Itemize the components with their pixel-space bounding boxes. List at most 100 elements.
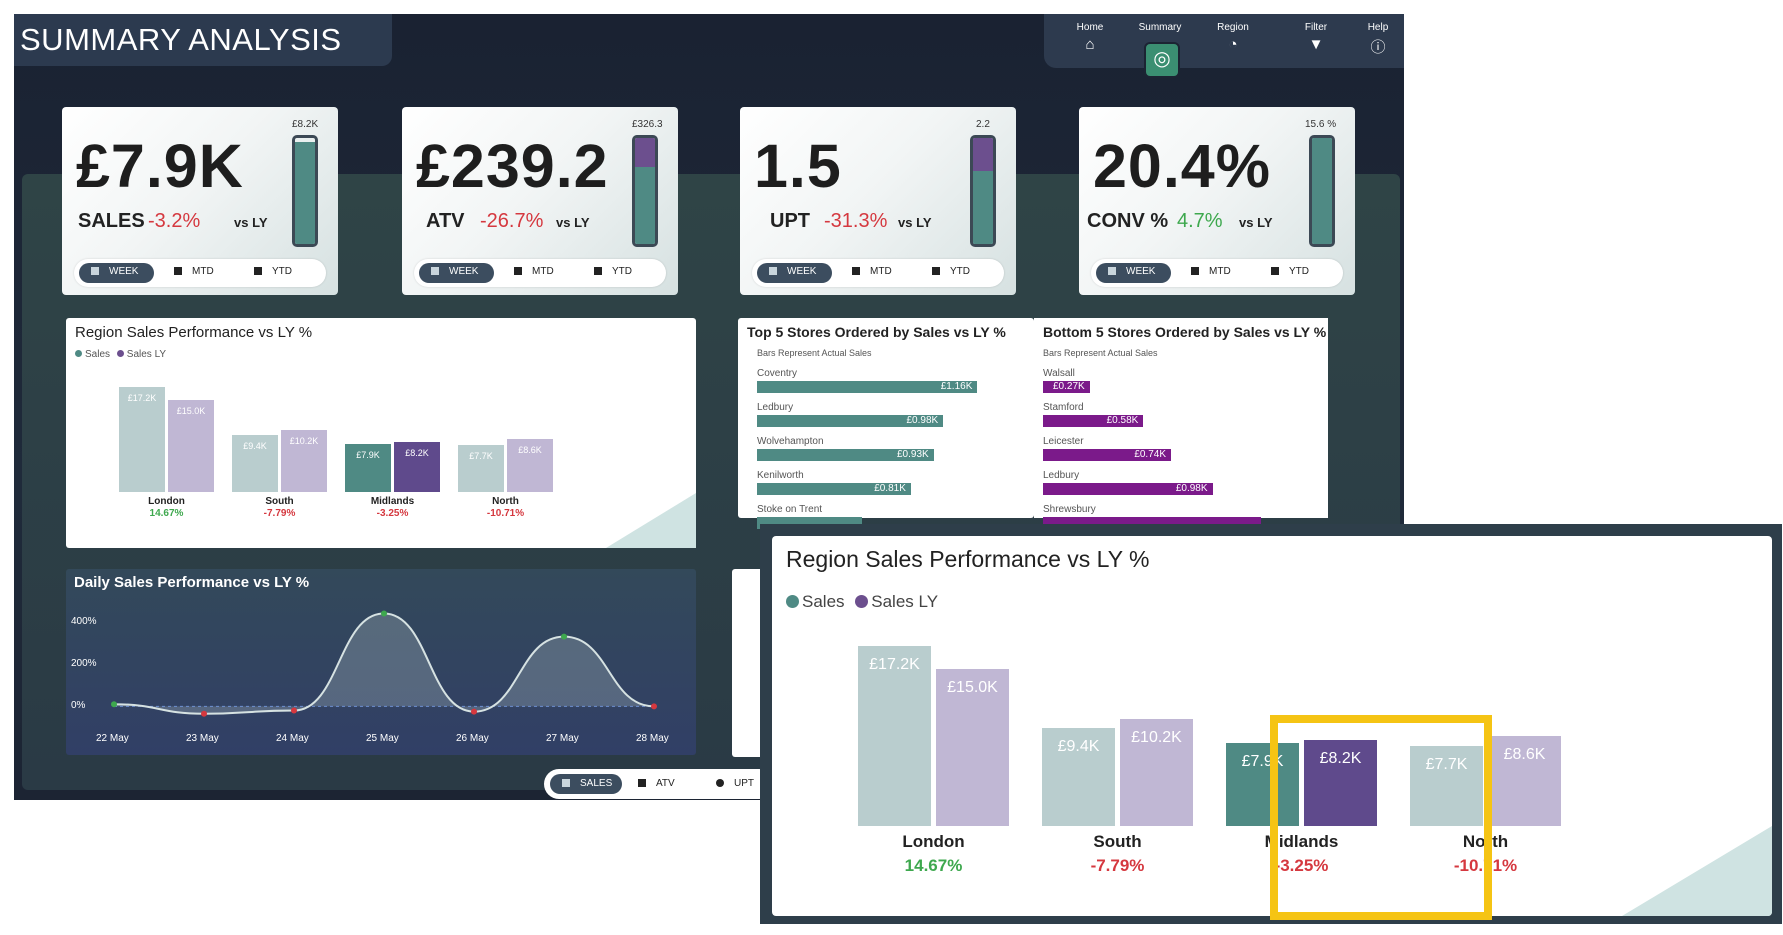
period-toggle: WEEK MTD YTD [414,259,666,287]
nav-summary[interactable]: Summary [1130,22,1190,33]
legend-sales: Sales [802,592,845,611]
toggle-week[interactable]: WEEK [79,263,154,283]
bar-value-label: £7.9K [356,449,380,460]
legend-sales: Sales [85,349,111,360]
ytd-icon [932,267,940,275]
toggle-ytd-label: YTD [1289,266,1309,277]
bar-value-label: £8.6K [1503,746,1546,764]
store-bar[interactable]: £0.27K [1043,381,1090,393]
bar-south-sales-ly[interactable]: £10.2K [281,429,327,492]
store-name: Shrewsbury [1043,504,1096,515]
toggle-week[interactable]: WEEK [757,263,832,283]
kpi-target: 15.6 % [1305,119,1337,130]
x-tick-label: 25 May [366,733,399,744]
mtd-icon [174,267,182,275]
bar-midlands-sales-ly[interactable]: £8.2K [394,441,440,492]
x-tick-label: 28 May [636,733,669,744]
toggle-mtd-label: MTD [192,266,214,277]
gauge-gap [973,138,993,171]
category-label: London [148,496,185,507]
toggle-atv[interactable]: ATV [638,778,675,789]
toggle-ytd[interactable]: YTD [594,266,632,277]
toggle-week-label: WEEK [787,266,817,277]
bar-north-sales-ly[interactable]: £8.6K [1488,736,1561,826]
bar-south-sales[interactable]: £9.4K [232,434,278,492]
toggle-sales[interactable]: SALES [550,774,622,794]
navigation-bar [1044,14,1404,68]
bar-value-label: £15.0K [947,679,998,697]
bar-london-sales[interactable]: £17.2K [858,646,931,826]
store-name: Leicester [1043,436,1084,447]
toggle-ytd[interactable]: YTD [1271,266,1309,277]
store-bar[interactable]: £0.58K [1043,415,1144,427]
toggle-ytd[interactable]: YTD [932,266,970,277]
corner-decoration [606,493,696,548]
store-bar[interactable]: £1.16K [757,381,978,393]
daily-point[interactable] [381,610,387,617]
nav-home[interactable]: Home ⌂ [1060,22,1120,53]
x-tick-label: 22 May [96,733,129,744]
daily-point[interactable] [471,708,477,715]
store-bar[interactable]: £0.98K [1043,483,1213,495]
store-bar[interactable]: £0.93K [757,449,934,461]
daily-point[interactable] [201,710,207,717]
toggle-mtd[interactable]: MTD [174,266,214,277]
store-bar-value: £0.98K [1175,483,1208,494]
week-icon [1108,267,1116,275]
bar-north-sales-ly[interactable]: £8.6K [507,439,553,492]
kpi-value: 1.5 [754,132,842,200]
toggle-week[interactable]: WEEK [419,263,494,283]
store-name: Wolvehampton [757,436,824,447]
kpi-gauge [292,135,318,247]
kpi-card-upt: 1.5 UPT -31.3% vs LY 2.2 WEEK MTD YTD [740,107,1016,295]
nav-home-label: Home [1076,22,1104,33]
bar-london-sales[interactable]: £17.2K [119,386,165,492]
store-name: Kenilworth [757,470,804,481]
bar-south-sales[interactable]: £9.4K [1042,727,1115,826]
bar-south-sales-ly[interactable]: £10.2K [1120,719,1193,826]
y-tick-label: 400% [71,615,97,627]
store-bar[interactable]: £0.74K [1043,449,1172,461]
gauge-fill [635,166,655,244]
daily-point[interactable] [291,707,297,714]
bottom-stores-chart: Bottom 5 Stores Ordered by Sales vs LY %… [1034,318,1328,529]
toggle-ytd[interactable]: YTD [254,266,292,277]
ytd-icon [594,267,602,275]
bar-london-sales-ly[interactable]: £15.0K [936,669,1009,826]
toggle-ytd-label: YTD [950,266,970,277]
bar-value-label: £9.4K [243,440,267,451]
legend-ly: Sales LY [126,349,167,360]
toggle-upt[interactable]: UPT [716,778,754,789]
daily-point[interactable] [111,701,117,708]
bar-north-sales[interactable]: £7.7K [458,444,504,492]
daily-point[interactable] [561,633,567,640]
upt-icon [716,779,724,787]
nav-help[interactable]: Help ⓘ [1348,22,1404,57]
bar-midlands-sales[interactable]: £7.9K [345,443,391,492]
store-bar[interactable]: £0.81K [757,483,911,495]
nav-region[interactable]: Region ◔ [1203,22,1263,53]
zoom-chart-title: Region Sales Performance vs LY % [786,546,1150,572]
toggle-mtd[interactable]: MTD [1191,266,1231,277]
store-bar-value: £1.16K [940,381,973,392]
store-bar-value: £0.74K [1134,449,1167,460]
toggle-mtd[interactable]: MTD [852,266,892,277]
daily-point[interactable] [651,703,657,710]
store-bar[interactable]: £0.98K [757,415,944,427]
bar-north-sales[interactable]: £7.7K [1410,745,1483,826]
bar-midlands-sales-ly[interactable]: £8.2K [1304,740,1377,826]
toggle-week-label: WEEK [449,266,479,277]
store-name: Stamford [1043,402,1084,413]
kpi-delta: -26.7% [480,210,544,232]
toggle-week[interactable]: WEEK [1096,263,1171,283]
change-vs-ly: -10.71% [486,508,525,519]
bar-london-sales-ly[interactable]: £15.0K [168,400,214,492]
kpi-vs-ly: vs LY [898,215,932,230]
filter-icon: ▼ [1308,36,1324,53]
toggle-mtd[interactable]: MTD [514,266,554,277]
pie-icon: ◔ [1228,36,1238,53]
nav-filter[interactable]: Filter ▼ [1286,22,1346,53]
mtd-icon [514,267,522,275]
target-icon[interactable]: ◎ [1144,42,1180,78]
